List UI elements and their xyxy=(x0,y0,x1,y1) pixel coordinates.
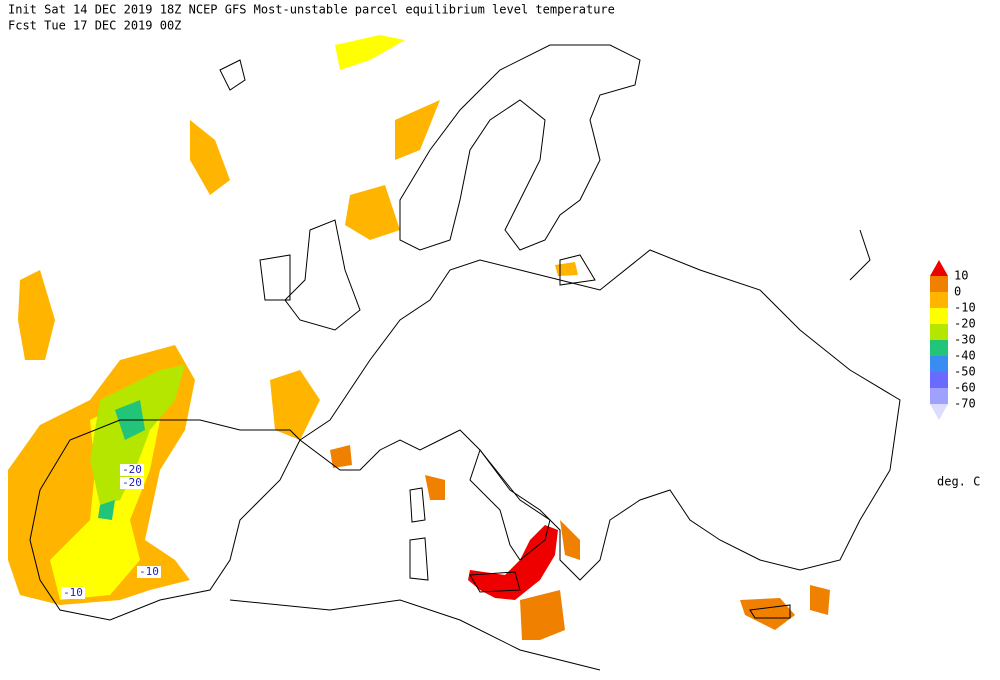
legend-label: -20 xyxy=(954,317,976,331)
legend-swatch xyxy=(930,340,948,356)
contour-label: -10 xyxy=(63,586,83,599)
legend-label: -40 xyxy=(954,349,976,363)
contour-label: -20 xyxy=(122,463,142,476)
contour-label-bg xyxy=(61,587,85,599)
legend-label: -30 xyxy=(954,333,976,347)
legend-swatch xyxy=(930,388,948,404)
legend-label: -70 xyxy=(954,397,976,411)
legend-label: 10 xyxy=(954,269,968,283)
contour-label-bg xyxy=(120,477,144,489)
legend-swatch xyxy=(930,292,948,308)
contour-label: -20 xyxy=(122,476,142,489)
legend-swatch xyxy=(930,356,948,372)
legend-swatch xyxy=(930,372,948,388)
field-shading xyxy=(8,35,830,640)
legend-swatch xyxy=(930,276,948,292)
legend-label: -50 xyxy=(954,365,976,379)
contour-label-bg xyxy=(120,464,144,476)
legend-label: 0 xyxy=(954,285,961,299)
contour-label: -10 xyxy=(139,565,159,578)
contour-label-bg xyxy=(137,566,161,578)
header-line: Fcst Tue 17 DEC 2019 00Z xyxy=(8,19,181,33)
legend-arrow xyxy=(930,404,948,420)
legend-label: -60 xyxy=(954,381,976,395)
legend-unit: deg. C xyxy=(937,475,980,489)
legend-swatch xyxy=(930,324,948,340)
legend-swatch xyxy=(930,308,948,324)
coastlines xyxy=(29,44,901,671)
legend-label: -10 xyxy=(954,301,976,315)
header-line: Init Sat 14 DEC 2019 18Z NCEP GFS Most-u… xyxy=(8,3,615,17)
legend-arrow xyxy=(930,260,948,276)
